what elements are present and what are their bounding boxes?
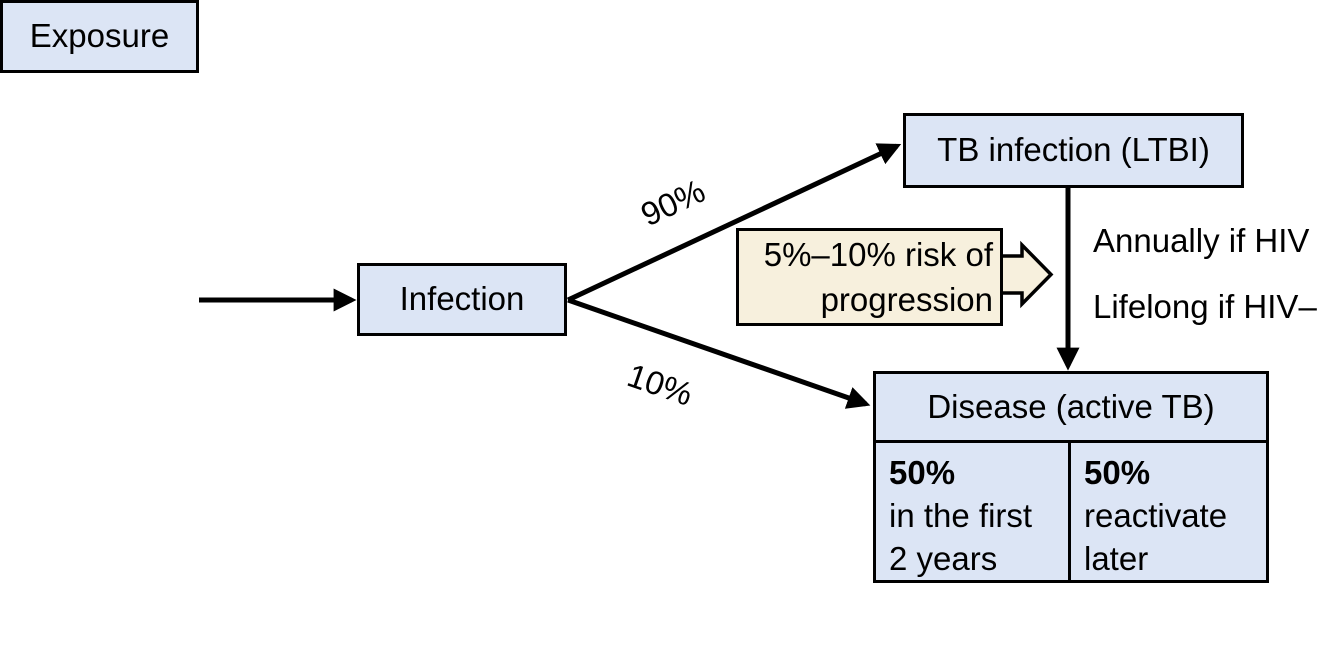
node-exposure: Exposure <box>0 0 199 73</box>
disease-cell-right-line2: later <box>1084 540 1149 577</box>
node-tb-infection-ltbi-label: TB infection (LTBI) <box>937 131 1210 169</box>
disease-cell-left-line2: 2 years <box>889 540 998 577</box>
disease-cell-right-pct: 50% <box>1084 454 1151 491</box>
callout-line2: progression <box>820 281 993 318</box>
node-disease-header-label: Disease (active TB) <box>927 388 1215 425</box>
edge-label-90pct: 90% <box>635 171 711 234</box>
callout-line1: 5%–10% risk of <box>763 236 993 273</box>
edge-label-10pct: 10% <box>622 356 698 413</box>
node-exposure-label: Exposure <box>29 17 170 55</box>
disease-cell-left-pct: 50% <box>889 454 956 491</box>
node-infection-label: Infection <box>399 280 525 318</box>
node-disease-header: Disease (active TB) <box>876 374 1266 443</box>
disease-cell-left-line1: in the first <box>889 497 1033 534</box>
disease-cell-first-2-years: 50% in the first 2 years <box>876 443 1071 580</box>
block-arrow-right-icon <box>999 240 1054 309</box>
node-infection: Infection <box>357 263 567 336</box>
annotation-annually-if-hiv: Annually if HIV <box>1093 222 1310 259</box>
annotation-lifelong-if-hiv: Lifelong if HIV– <box>1093 288 1317 325</box>
node-disease-active-tb: Disease (active TB) 50% in the first 2 y… <box>873 371 1269 583</box>
node-tb-infection-ltbi: TB infection (LTBI) <box>903 113 1244 188</box>
disease-cell-right-line1: reactivate <box>1084 497 1228 534</box>
callout-risk-of-progression: 5%–10% risk of progression <box>736 228 1003 326</box>
disease-cells-row: 50% in the first 2 years 50% reactivate … <box>876 443 1266 580</box>
disease-cell-reactivate-later: 50% reactivate later <box>1071 443 1266 580</box>
